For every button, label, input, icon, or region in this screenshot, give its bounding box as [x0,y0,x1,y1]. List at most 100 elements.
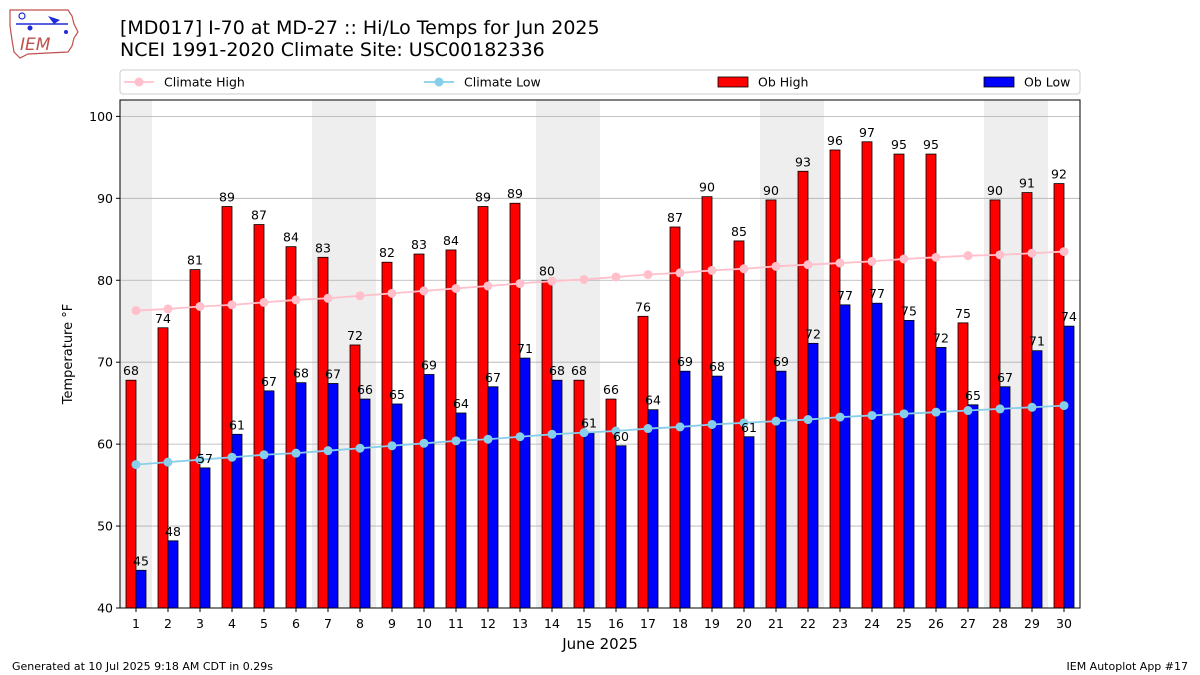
ob-high-label: 87 [667,210,683,225]
climate-low-point [643,424,653,434]
climate-low-point [867,410,877,420]
ob-low-label: 74 [1061,309,1077,324]
climate-high-point [739,264,749,274]
ob-high-bar [829,149,841,609]
ob-low-bar [583,432,595,609]
x-tick-label: 24 [864,616,880,631]
ob-high-label: 90 [987,183,1003,198]
x-tick-label: 13 [512,616,528,631]
ob-low-label: 72 [805,326,821,341]
ob-low-label: 61 [581,416,597,431]
ob-high-bar [125,379,137,609]
ob-high-bar [477,206,489,609]
climate-low-point [451,436,461,446]
legend-bar-swatch [717,76,749,88]
climate-low-line [135,404,1065,466]
climate-high-point [611,272,621,282]
ob-high-label: 97 [859,125,875,140]
x-tick-label: 22 [800,616,816,631]
climate-low-point [387,441,397,451]
ob-low-label: 68 [293,366,309,381]
climate-high-point [259,297,269,307]
ob-high-label: 82 [379,245,395,260]
ob-high-bar [765,199,777,609]
ob-high-label: 81 [187,253,203,268]
ob-low-bar [615,445,627,609]
x-tick-label: 27 [960,616,976,631]
ob-low-label: 64 [645,393,661,408]
x-tick-label: 12 [480,616,496,631]
ob-low-bar [647,409,659,609]
ob-low-label: 67 [485,370,501,385]
climate-low-point [899,409,909,419]
ob-high-label: 84 [283,230,299,245]
ob-high-label: 83 [315,240,331,255]
ob-high-bar [509,202,521,609]
ob-low-bar [519,357,531,609]
climate-low-point [355,443,365,453]
ob-low-bar [1063,325,1075,609]
climate-high-point [867,256,877,266]
climate-high-point [419,286,429,296]
climate-low-point [131,460,141,470]
ob-low-label: 75 [901,303,917,318]
ob-low-label: 68 [709,359,725,374]
climate-high-point [515,279,525,289]
climate-low-point [483,434,493,444]
ob-high-label: 72 [347,328,363,343]
climate-high-point [707,265,717,275]
climate-high-point [131,306,141,316]
x-tick-label: 30 [1056,616,1072,631]
ob-high-bar [1053,183,1065,609]
x-tick-label: 2 [164,616,172,631]
x-tick-label: 11 [448,616,464,631]
bars [125,141,1075,609]
legend-label: Climate High [164,75,245,90]
ob-low-bar [807,342,819,609]
climate-low-point [771,416,781,426]
climate-high-point [835,258,845,268]
ob-high-label: 68 [123,363,139,378]
ob-low-label: 77 [837,288,853,303]
x-tick-label: 14 [544,616,560,631]
y-tick-label: 90 [97,191,113,206]
x-tick-label: 17 [640,616,656,631]
bar-labels: 68 45 74 48 81 57 89 61 87 67 84 68 83 67 72 66 82 65 83 69… [123,125,1077,569]
climate-low-point [803,415,813,425]
ob-high-bar [189,269,201,609]
ob-low-label: 68 [549,363,565,378]
x-tick-label: 20 [736,616,752,631]
ob-low-label: 69 [773,354,789,369]
ob-high-label: 66 [603,382,619,397]
ob-low-bar [359,398,371,609]
ob-low-label: 67 [997,370,1013,385]
x-tick-label: 10 [416,616,432,631]
climate-lines [131,247,1069,470]
ob-high-label: 89 [219,190,235,205]
climate-low-point [291,448,301,458]
ob-low-bar [967,404,979,609]
legend-label: Climate Low [464,75,541,90]
ob-low-bar [999,386,1011,609]
climate-low-point [835,412,845,422]
climate-high-point [355,291,365,301]
climate-low-point [259,450,269,460]
climate-low-point [323,446,333,456]
ob-low-label: 67 [325,366,341,381]
ob-high-bar [925,153,937,609]
climate-high-point [1027,248,1037,258]
legend-label: Ob Low [1024,75,1070,90]
ob-low-label: 60 [613,429,629,444]
legend-label: Ob High [758,75,808,90]
climate-high-point [163,304,173,314]
x-tick-label: 6 [292,616,300,631]
x-tick-label: 7 [324,616,332,631]
ob-low-label: 71 [1029,334,1045,349]
y-tick-label: 100 [89,109,113,124]
ob-low-label: 61 [741,420,757,435]
ob-high-label: 95 [923,137,939,152]
ob-low-bar [391,403,403,609]
climate-high-point [227,300,237,310]
ob-high-bar [157,327,169,609]
